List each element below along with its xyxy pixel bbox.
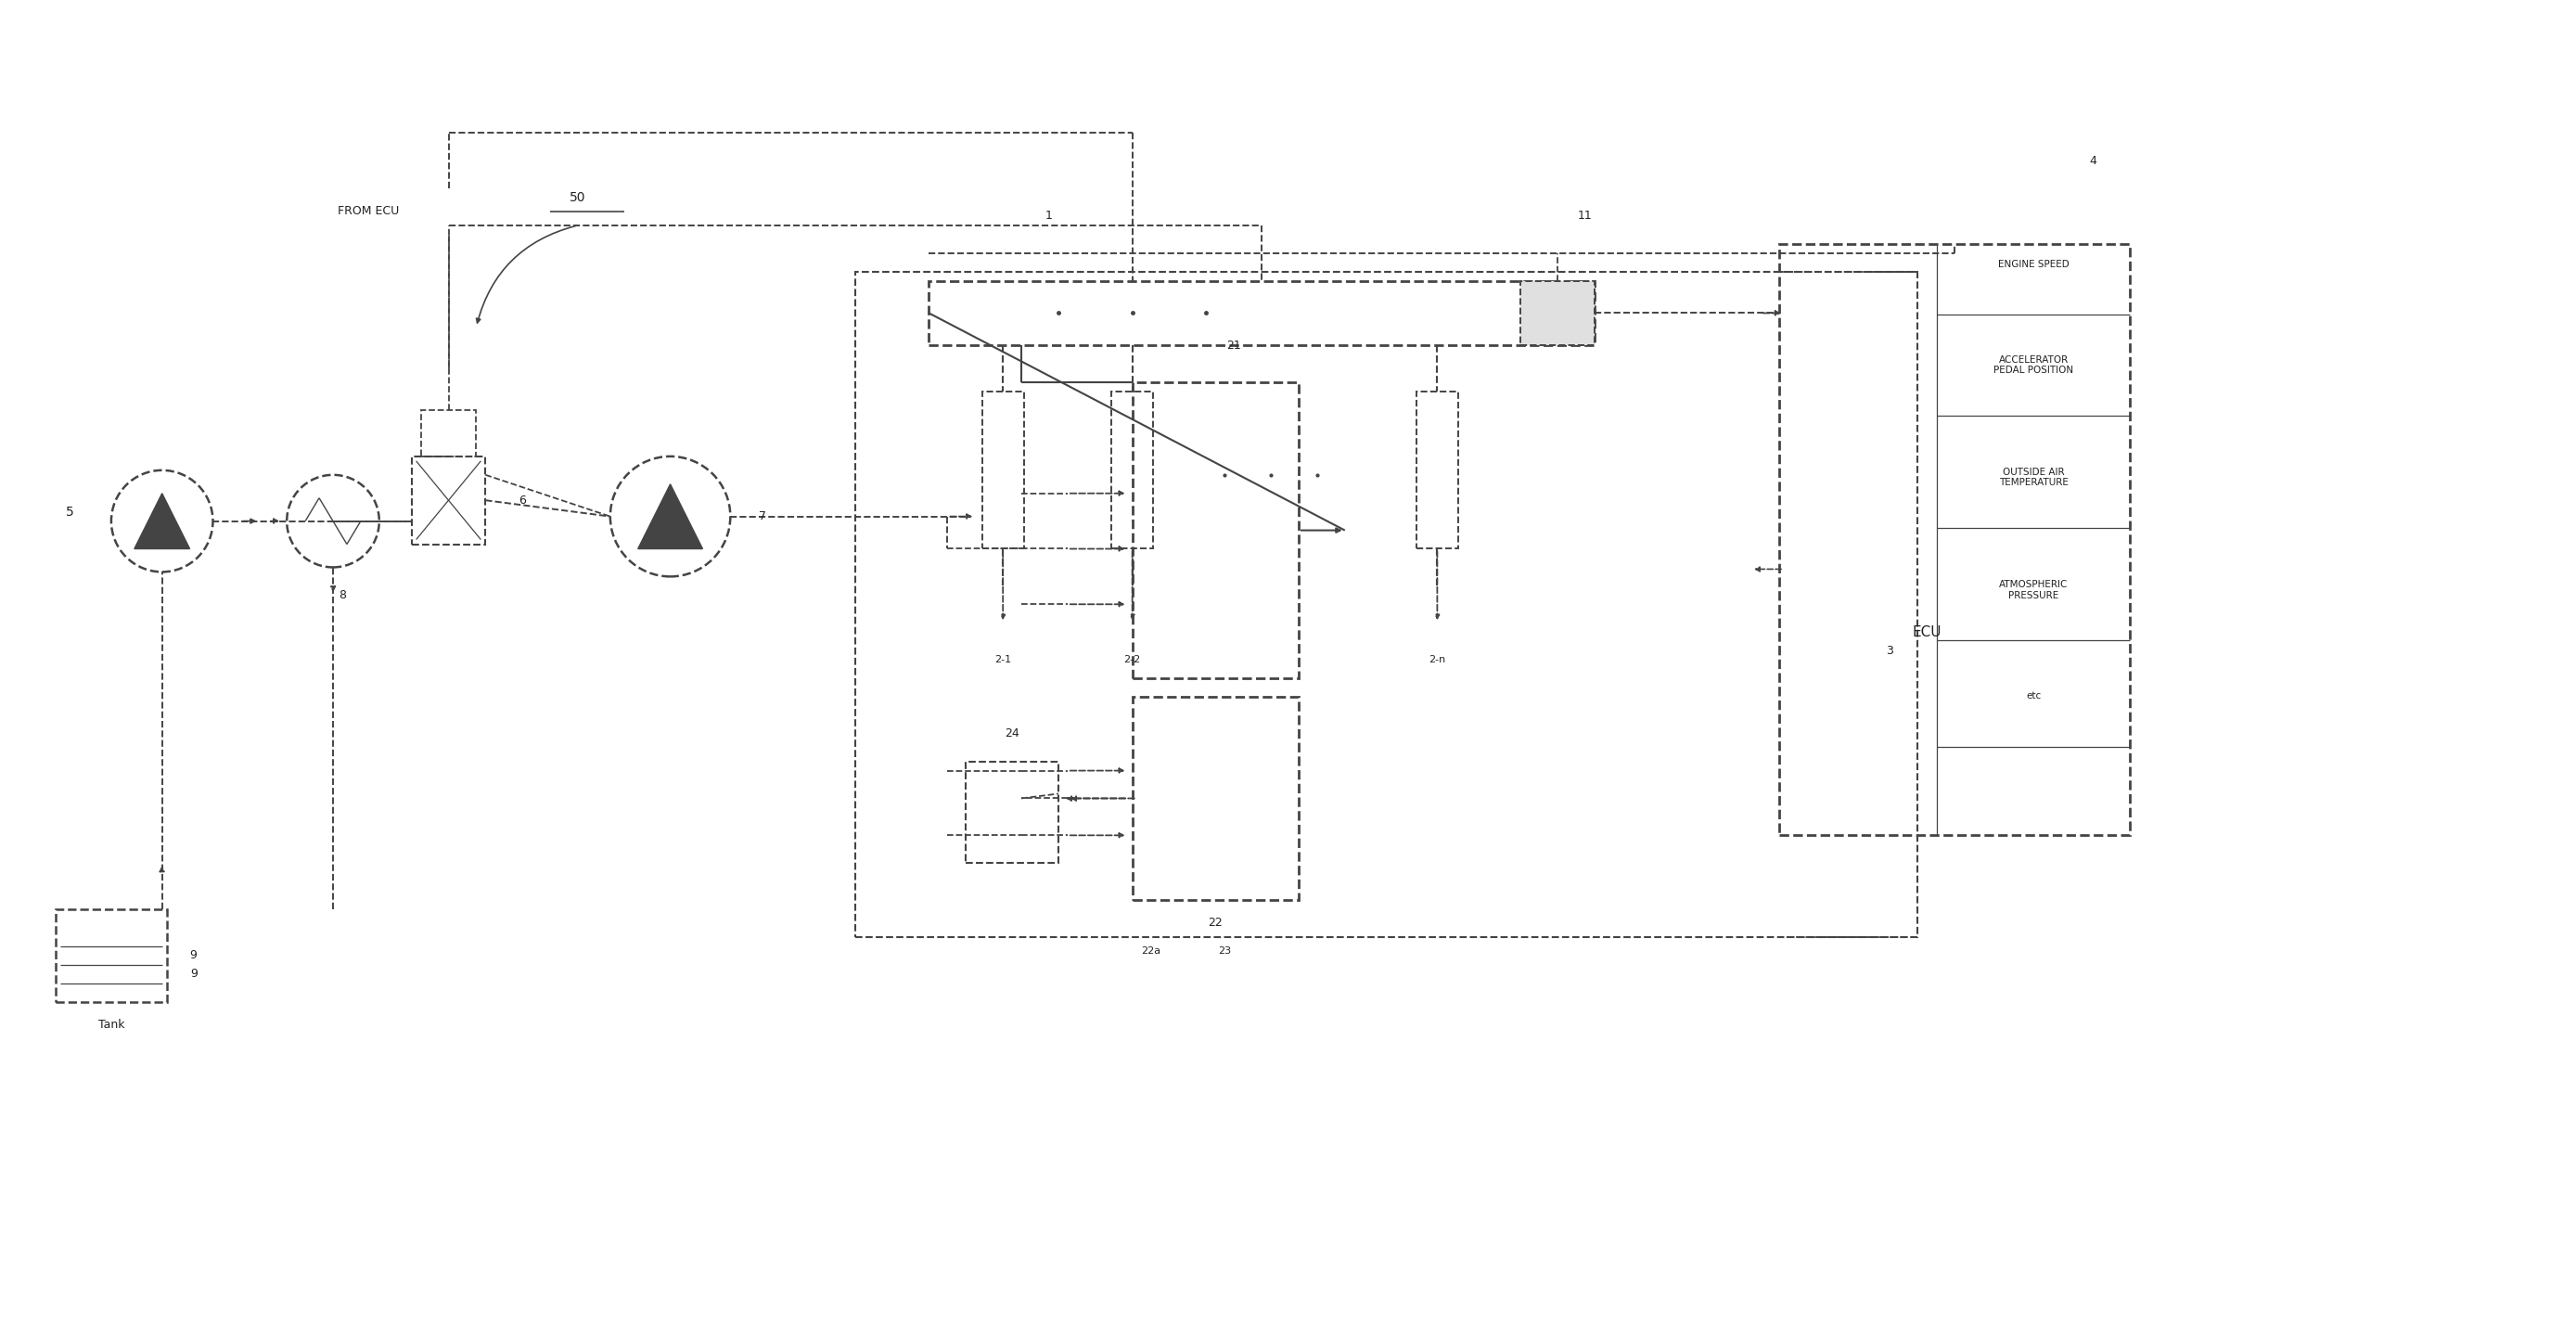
Text: ACCELERATOR
PEDAL POSITION: ACCELERATOR PEDAL POSITION — [1994, 356, 2074, 376]
Text: Tank: Tank — [98, 1019, 124, 1031]
Bar — [420, 410, 477, 456]
Text: 1: 1 — [1046, 210, 1054, 222]
Polygon shape — [134, 493, 191, 548]
Bar — [1417, 392, 1458, 548]
Text: 3: 3 — [1886, 644, 1893, 656]
Text: 5: 5 — [64, 505, 75, 519]
Bar — [981, 392, 1023, 548]
Bar — [57, 909, 167, 1001]
Text: OUTSIDE AIR
TEMPERATURE: OUTSIDE AIR TEMPERATURE — [1999, 468, 2069, 488]
Text: 11: 11 — [1577, 210, 1592, 222]
Bar — [1520, 281, 1595, 345]
Text: 9: 9 — [191, 968, 198, 980]
Bar — [1133, 697, 1298, 900]
Text: ENGINE SPEED: ENGINE SPEED — [1999, 259, 2069, 269]
Text: 9: 9 — [191, 949, 198, 961]
Bar — [1133, 382, 1298, 678]
Text: FROM ECU: FROM ECU — [337, 206, 399, 218]
Polygon shape — [639, 484, 703, 548]
Bar — [412, 456, 484, 544]
Text: 6: 6 — [518, 495, 526, 507]
Bar — [930, 281, 1595, 345]
Text: 24: 24 — [1005, 727, 1020, 739]
Bar — [966, 761, 1059, 864]
Text: 4: 4 — [2089, 155, 2097, 167]
Text: 7: 7 — [760, 511, 768, 523]
Text: 50: 50 — [569, 191, 585, 205]
Text: 2-1: 2-1 — [994, 655, 1012, 664]
Text: 8: 8 — [337, 590, 345, 602]
Text: 22a: 22a — [1141, 947, 1162, 956]
Text: 23: 23 — [1218, 947, 1231, 956]
Text: 22: 22 — [1208, 917, 1224, 929]
Bar — [1110, 392, 1154, 548]
Text: 2-n: 2-n — [1430, 655, 1445, 664]
Text: etc: etc — [2027, 691, 2040, 701]
Text: ATMOSPHERIC
PRESSURE: ATMOSPHERIC PRESSURE — [1999, 580, 2069, 600]
Bar — [1780, 243, 2130, 836]
Text: 2-2: 2-2 — [1123, 655, 1141, 664]
Bar — [855, 271, 1917, 937]
Text: 21: 21 — [1226, 340, 1242, 352]
Text: ECU: ECU — [1911, 624, 1942, 639]
